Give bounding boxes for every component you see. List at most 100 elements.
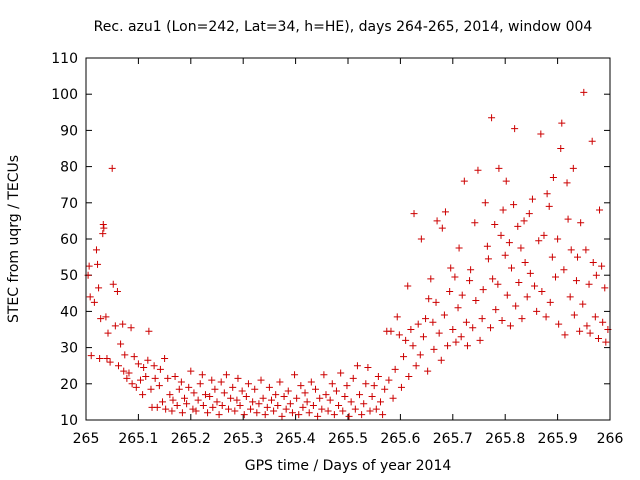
data-point (440, 311, 448, 319)
data-point (466, 277, 474, 285)
data-point (523, 293, 531, 301)
data-point (574, 253, 582, 261)
data-point (487, 324, 495, 332)
data-point (444, 342, 452, 350)
data-point (391, 365, 399, 373)
y-tick-label: 10 (60, 413, 78, 429)
y-tick-label: 70 (60, 196, 78, 212)
data-point (196, 380, 204, 388)
data-point (520, 217, 528, 225)
data-point (409, 342, 417, 350)
data-point (109, 280, 117, 288)
data-point (127, 324, 135, 332)
data-point (538, 287, 546, 295)
data-point (602, 338, 610, 346)
y-tick-label: 90 (60, 123, 78, 139)
data-point (449, 326, 457, 333)
data-point (569, 164, 577, 172)
data-point (438, 224, 446, 232)
data-point (96, 354, 104, 362)
data-point (362, 380, 370, 388)
data-point (136, 376, 144, 384)
data-point (492, 306, 500, 314)
data-point (161, 354, 169, 362)
data-point (286, 400, 294, 408)
data-points (84, 88, 612, 420)
data-point (236, 402, 244, 410)
x-tick-label: 265.3 (223, 431, 263, 447)
data-point (376, 398, 384, 406)
data-point (343, 382, 351, 390)
data-point (185, 383, 193, 391)
x-tick-label: 265.8 (485, 431, 525, 447)
data-point (117, 340, 125, 348)
data-point (515, 278, 523, 286)
data-point (422, 315, 430, 323)
x-tick-label: 265 (73, 431, 100, 447)
data-point (299, 403, 307, 411)
data-point (389, 394, 397, 402)
data-point (588, 137, 596, 145)
data-point (106, 358, 114, 366)
data-point (102, 313, 110, 321)
data-point (316, 394, 324, 402)
data-point (549, 173, 557, 181)
data-point (90, 298, 98, 306)
data-point (452, 338, 460, 346)
data-point (229, 383, 237, 391)
data-point (94, 260, 102, 268)
data-point (198, 371, 206, 379)
data-point (512, 302, 520, 310)
data-point (175, 385, 183, 393)
data-point (171, 373, 179, 381)
x-tick-label: 265.4 (276, 431, 316, 447)
data-point (132, 383, 140, 391)
data-point (407, 326, 415, 333)
data-point (432, 298, 440, 306)
y-tick-label: 20 (60, 377, 78, 393)
data-point (566, 293, 574, 301)
data-point (282, 405, 290, 413)
data-point (379, 411, 387, 419)
data-point (305, 409, 313, 417)
data-point (425, 295, 433, 303)
data-point (332, 387, 340, 395)
data-point (535, 237, 543, 245)
data-point (526, 269, 534, 277)
data-point (155, 382, 163, 390)
data-point (95, 284, 103, 292)
data-point (594, 335, 602, 343)
data-point (92, 246, 100, 254)
data-point (576, 327, 584, 335)
x-tick-label: 266 (597, 431, 624, 447)
y-tick-label: 60 (60, 232, 78, 248)
data-point (307, 378, 315, 386)
data-point (545, 202, 553, 210)
data-point (366, 407, 374, 415)
data-point (446, 287, 454, 295)
data-point (314, 412, 322, 420)
data-point (204, 409, 212, 417)
data-point (560, 266, 568, 274)
data-point (159, 398, 167, 406)
data-point (533, 307, 541, 315)
data-point (166, 391, 174, 399)
data-point (178, 409, 186, 417)
data-point (173, 402, 181, 410)
data-point (416, 351, 424, 359)
data-point (582, 246, 590, 254)
data-point (349, 374, 357, 382)
data-point (99, 221, 107, 229)
data-point (368, 392, 376, 400)
data-point (506, 322, 514, 330)
data-point (570, 311, 578, 319)
data-point (488, 114, 496, 122)
data-point (150, 362, 158, 370)
data-point (120, 367, 128, 375)
data-point (481, 199, 489, 207)
data-point (586, 329, 594, 337)
data-point (360, 400, 368, 408)
data-point (151, 374, 159, 382)
data-point (108, 164, 116, 172)
data-point (156, 365, 164, 373)
